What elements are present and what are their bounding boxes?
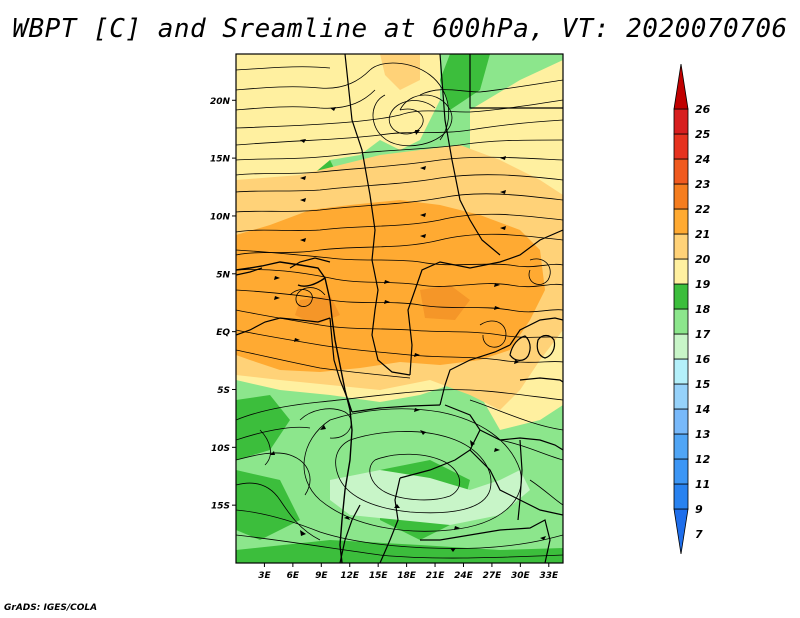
colorbar-label: 11 [695, 478, 710, 491]
colorbar-swatch [673, 458, 689, 485]
colorbar-swatch [673, 333, 689, 360]
colorbar-label: 19 [695, 278, 711, 291]
lon-tick-label: 30E [511, 571, 531, 581]
field-19 [236, 54, 563, 430]
lon-tick-label: 18E [397, 571, 417, 581]
colorbar-swatch [673, 358, 689, 385]
colorbar-swatch [673, 183, 689, 210]
colorbar: 7 9 11 12 13 14 15 16 17 18 19 20 21 22 23 24 25 26 [673, 63, 711, 555]
streamlines [236, 62, 563, 559]
colorbar-label: 22 [695, 203, 711, 216]
colorbar-label: 13 [695, 428, 711, 441]
lat-tick-label: 5N [216, 270, 230, 280]
field-21 [236, 200, 545, 372]
colorbar-label: 21 [695, 228, 710, 241]
colorbar-swatch [673, 433, 689, 460]
lon-tick-label: 33E [539, 571, 559, 581]
colorbar-swatch [673, 283, 689, 310]
field-light-green [330, 470, 530, 525]
colorbar-swatch [673, 108, 689, 135]
colorbar-swatch [673, 408, 689, 435]
colorbar-label: 14 [695, 403, 710, 416]
colorbar-swatch [673, 383, 689, 410]
lat-tick-label: 20N [210, 97, 231, 107]
grads-credit: GrADS: IGES/COLA [4, 603, 98, 613]
lon-tick-label: 12E [340, 571, 360, 581]
colorbar-label: 25 [695, 128, 711, 141]
colorbar-label: 16 [695, 353, 711, 366]
colorbar-label: 24 [695, 153, 710, 166]
lat-tick-label: 10S [211, 444, 230, 454]
lat-tick-label: 10N [210, 212, 231, 222]
wbpt-field [236, 54, 563, 563]
lon-tick-label: 9E [315, 571, 328, 581]
colorbar-label: 23 [695, 178, 711, 191]
latitude-axis: 20N 15N 10N 5N EQ 5S 10S 15S [210, 97, 236, 512]
colorbar-label: 18 [695, 303, 711, 316]
colorbar-label: 7 [695, 528, 703, 541]
lat-tick-label: EQ [216, 328, 230, 338]
colorbar-swatch [673, 258, 689, 285]
map-title: WBPT [C] and Sreamline at 600hPa, VT: 20… [12, 14, 788, 44]
colorbar-label: 9 [695, 503, 703, 516]
lon-tick-label: 21E [426, 571, 446, 581]
colorbar-label: 20 [695, 253, 711, 266]
colorbar-swatch [673, 158, 689, 185]
lat-tick-label: 15S [211, 502, 230, 512]
lon-tick-label: 24E [454, 571, 474, 581]
lon-tick-label: 27E [483, 571, 503, 581]
colorbar-swatch [673, 308, 689, 335]
colorbar-swatch [673, 508, 689, 555]
lon-tick-label: 3E [258, 571, 271, 581]
map-frame [235, 53, 564, 564]
colorbar-label: 17 [695, 328, 711, 341]
colorbar-swatch [673, 233, 689, 260]
lon-tick-label: 6E [287, 571, 300, 581]
colorbar-swatch [673, 208, 689, 235]
colorbar-swatch [673, 63, 689, 110]
longitude-axis: 3E 6E 9E 12E 15E 18E 21E 24E 27E 30E 33E [258, 563, 559, 581]
lon-tick-label: 15E [369, 571, 389, 581]
coastline [236, 261, 353, 563]
colorbar-label: 12 [695, 453, 711, 466]
colorbar-label: 26 [695, 103, 711, 116]
field-22 [295, 285, 470, 325]
colorbar-label: 15 [695, 378, 711, 391]
lat-tick-label: 15N [210, 155, 231, 165]
country-borders [236, 54, 563, 563]
colorbar-swatch [673, 483, 689, 510]
lat-tick-label: 5S [217, 386, 230, 396]
colorbar-swatch [673, 133, 689, 160]
streamline-arrows [270, 107, 546, 552]
